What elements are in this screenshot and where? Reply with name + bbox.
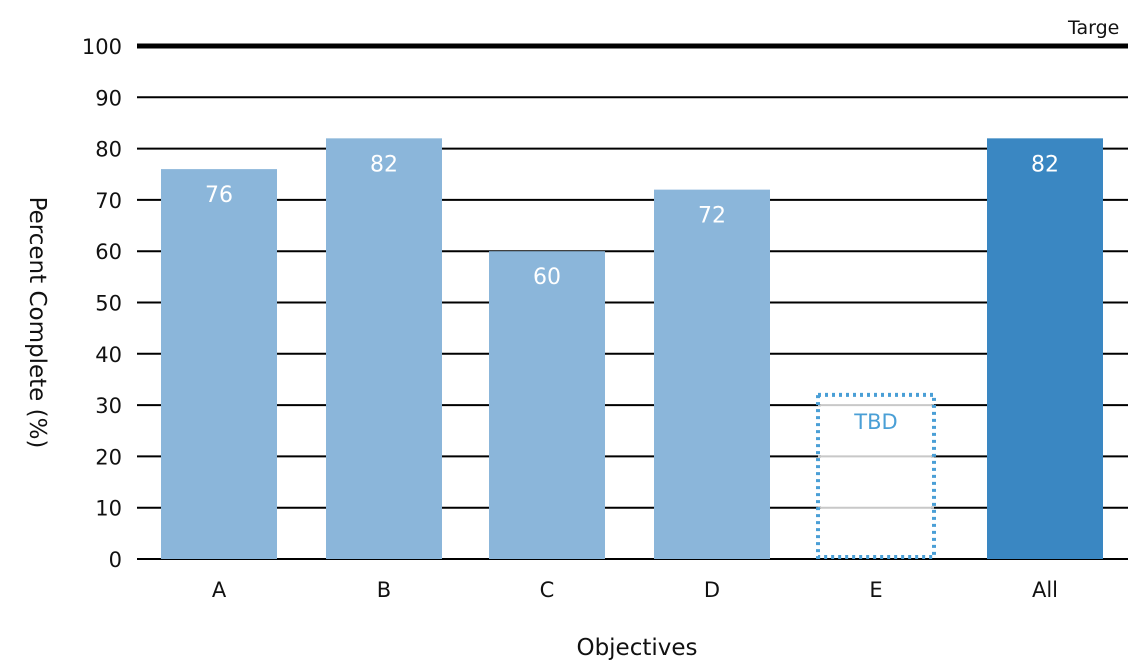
- x-tick-label: D: [704, 578, 720, 602]
- y-axis-title: Percent Complete (%): [24, 197, 50, 449]
- bar-value-label: 72: [698, 204, 726, 229]
- bar-value-label: 60: [533, 265, 561, 290]
- x-tick-label: A: [212, 578, 227, 602]
- bar-value-label: 76: [205, 183, 233, 208]
- bar-value-label: 82: [370, 152, 398, 177]
- y-tick-label: 70: [95, 189, 122, 213]
- pending-bar-background: [821, 397, 931, 554]
- bar-d: [654, 189, 770, 559]
- y-axis-ticks: 0 10 20 30 40 50 60 70 80 90 100: [82, 35, 122, 572]
- y-tick-label: 0: [109, 548, 122, 572]
- y-tick-label: 20: [95, 445, 122, 469]
- y-tick-label: 40: [95, 343, 122, 367]
- bar-b: [326, 138, 442, 559]
- bar-value-label: 82: [1031, 152, 1059, 177]
- y-tick-label: 60: [95, 240, 122, 264]
- x-axis-labels: A B C D E All: [212, 578, 1058, 602]
- x-tick-label: C: [540, 578, 555, 602]
- y-tick-label: 100: [82, 35, 122, 59]
- x-tick-label: All: [1032, 578, 1058, 602]
- y-tick-label: 90: [95, 86, 122, 110]
- gridlines: [137, 96, 1128, 560]
- y-tick-label: 30: [95, 394, 122, 418]
- x-tick-label: B: [377, 578, 391, 602]
- x-axis-title: Objectives: [576, 635, 697, 661]
- y-tick-label: 80: [95, 138, 122, 162]
- bar-a: [161, 169, 277, 559]
- y-tick-label: 10: [95, 497, 122, 521]
- bar-value-labels: 76 82 60 72 TBD 82: [205, 152, 1059, 434]
- bars: [161, 138, 1103, 559]
- target-label: Targe: [1067, 17, 1119, 39]
- bar-all: [987, 138, 1103, 559]
- bar-c: [489, 251, 605, 559]
- bar-value-label: TBD: [853, 410, 897, 434]
- x-tick-label: E: [869, 578, 882, 602]
- bar-e-pending: [816, 392, 936, 559]
- y-tick-label: 50: [95, 292, 122, 316]
